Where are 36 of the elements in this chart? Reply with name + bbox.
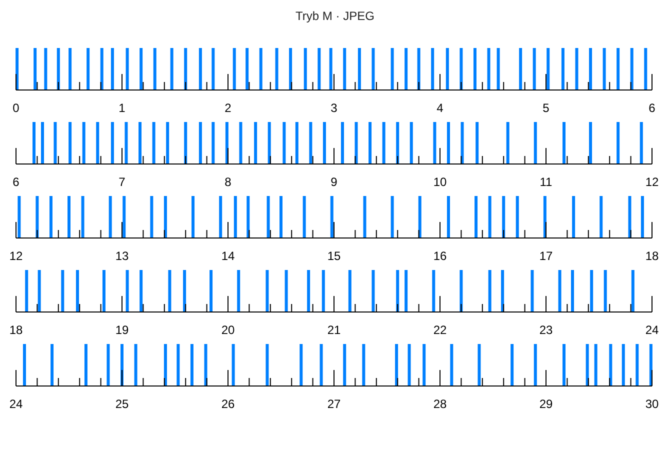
x-tick-label: 18	[645, 249, 659, 263]
x-tick-label: 24	[645, 323, 659, 337]
x-tick-label: 12	[645, 175, 659, 189]
x-tick-label: 24	[9, 397, 23, 411]
x-tick-label: 20	[221, 323, 235, 337]
x-tick-label: 22	[433, 323, 447, 337]
x-tick-label: 12	[9, 249, 23, 263]
x-tick-label: 14	[221, 249, 235, 263]
x-tick-label: 18	[9, 323, 23, 337]
x-tick-label: 1	[118, 101, 126, 115]
x-tick-label: 26	[221, 397, 235, 411]
x-tick-label: 4	[436, 101, 444, 115]
x-tick-label: 10	[433, 175, 447, 189]
x-tick-label: 25	[115, 397, 129, 411]
x-tick-label: 3	[330, 101, 338, 115]
x-tick-label: 27	[327, 397, 341, 411]
x-tick-label: 19	[115, 323, 129, 337]
x-tick-label: 16	[433, 249, 447, 263]
x-tick-label: 29	[539, 397, 553, 411]
x-tick-label: 23	[539, 323, 553, 337]
x-tick-label: 13	[115, 249, 129, 263]
x-tick-label: 6	[648, 101, 656, 115]
x-tick-label: 2	[224, 101, 232, 115]
x-tick-label: 17	[539, 249, 553, 263]
chart-title: Tryb M · JPEG	[296, 9, 374, 23]
x-tick-label: 9	[330, 175, 338, 189]
x-tick-label: 11	[540, 175, 553, 189]
x-tick-label: 0	[12, 101, 20, 115]
x-tick-label: 5	[542, 101, 550, 115]
x-tick-label: 21	[327, 323, 341, 337]
x-tick-label: 30	[645, 397, 659, 411]
x-tick-label: 6	[12, 175, 20, 189]
x-tick-label: 8	[224, 175, 232, 189]
x-tick-label: 15	[327, 249, 341, 263]
x-tick-label: 28	[433, 397, 447, 411]
x-tick-label: 7	[118, 175, 126, 189]
